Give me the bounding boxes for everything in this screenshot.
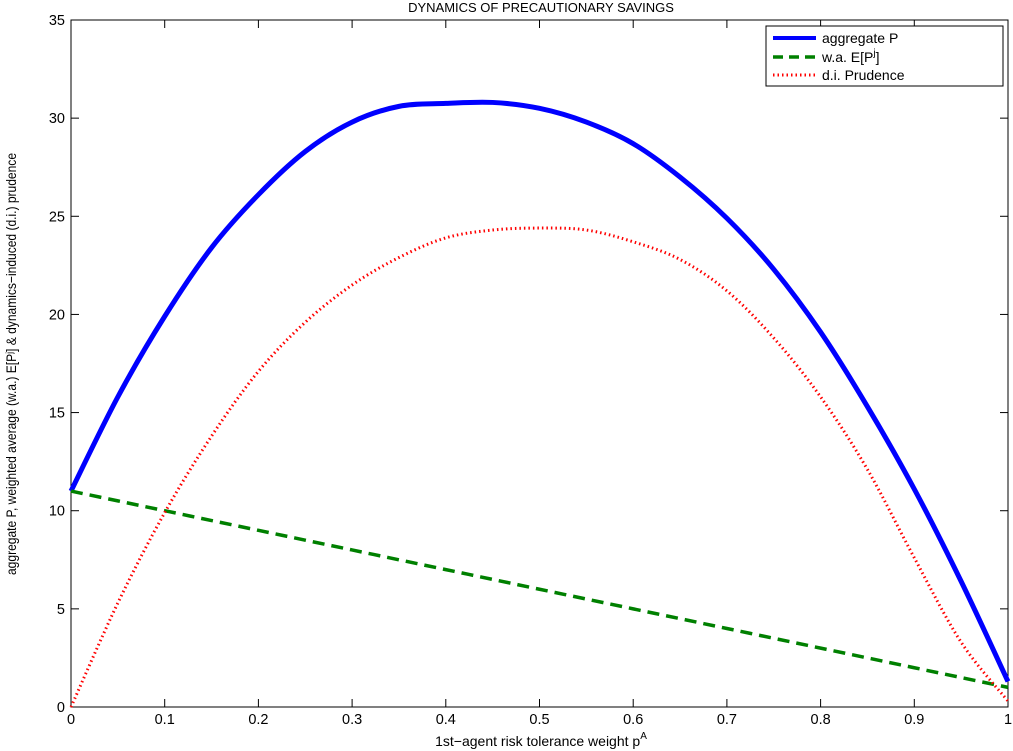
x-tick-label: 0.4	[436, 712, 456, 728]
x-tick-label: 0	[67, 712, 75, 728]
y-axis-label: aggregate P, weighted average (w.a.) E[P…	[3, 153, 19, 575]
legend-label-aggregate-p: aggregate P	[822, 30, 898, 46]
y-tick-label: 30	[49, 111, 65, 127]
legend: aggregate P w.a. E[Pj] d.i. Prudence	[765, 25, 1004, 87]
y-tick-label: 10	[49, 504, 65, 520]
y-tick-label: 15	[49, 406, 65, 422]
plot-area	[70, 19, 1009, 708]
series-line-wa-ep	[70, 489, 1009, 690]
x-tick-label: 0.9	[904, 712, 924, 728]
chart-title: DYNAMICS OF PRECAUTIONARY SAVINGS	[408, 0, 674, 15]
series-line-aggregate-p	[68, 99, 1011, 683]
x-tick-label: 0.8	[811, 712, 831, 728]
legend-label-wa-ep-suffix: ]	[876, 49, 880, 65]
x-tick-label: 0.6	[623, 712, 643, 728]
legend-label-wa-ep-text: w.a. E[P	[821, 49, 873, 65]
y-tick-label: 5	[57, 602, 65, 618]
x-tick-label: 0.5	[529, 712, 549, 728]
x-tick-label: 0.2	[248, 712, 268, 728]
series-line-di-prudence	[69, 226, 1010, 708]
legend-label-di-prudence: d.i. Prudence	[822, 67, 905, 83]
axis-ticks: 0 0.1 0.2 0.3 0.4 0.5 0.6 0.7 0.8 0.9 105101520253…	[49, 13, 1012, 728]
x-axis-label-text: 1st−agent risk tolerance weight p	[435, 733, 640, 749]
x-tick-label: 0.1	[155, 712, 175, 728]
x-tick-label: 0.7	[717, 712, 737, 728]
legend-label-wa-ep: w.a. E[Pj]	[821, 48, 879, 65]
y-tick-label: 25	[49, 209, 65, 225]
x-tick-label: 0.3	[342, 712, 362, 728]
series-lines	[68, 99, 1011, 708]
y-tick-label: 20	[49, 307, 65, 323]
legend-label-wa-ep-sup: j	[872, 48, 875, 59]
x-axis-label-superscript: A	[640, 731, 647, 742]
x-axis-label: 1st−agent risk tolerance weight pA	[435, 731, 647, 749]
x-tick-label: 1	[1004, 712, 1012, 728]
y-tick-label: 35	[49, 13, 65, 29]
y-tick-label: 0	[57, 700, 65, 716]
